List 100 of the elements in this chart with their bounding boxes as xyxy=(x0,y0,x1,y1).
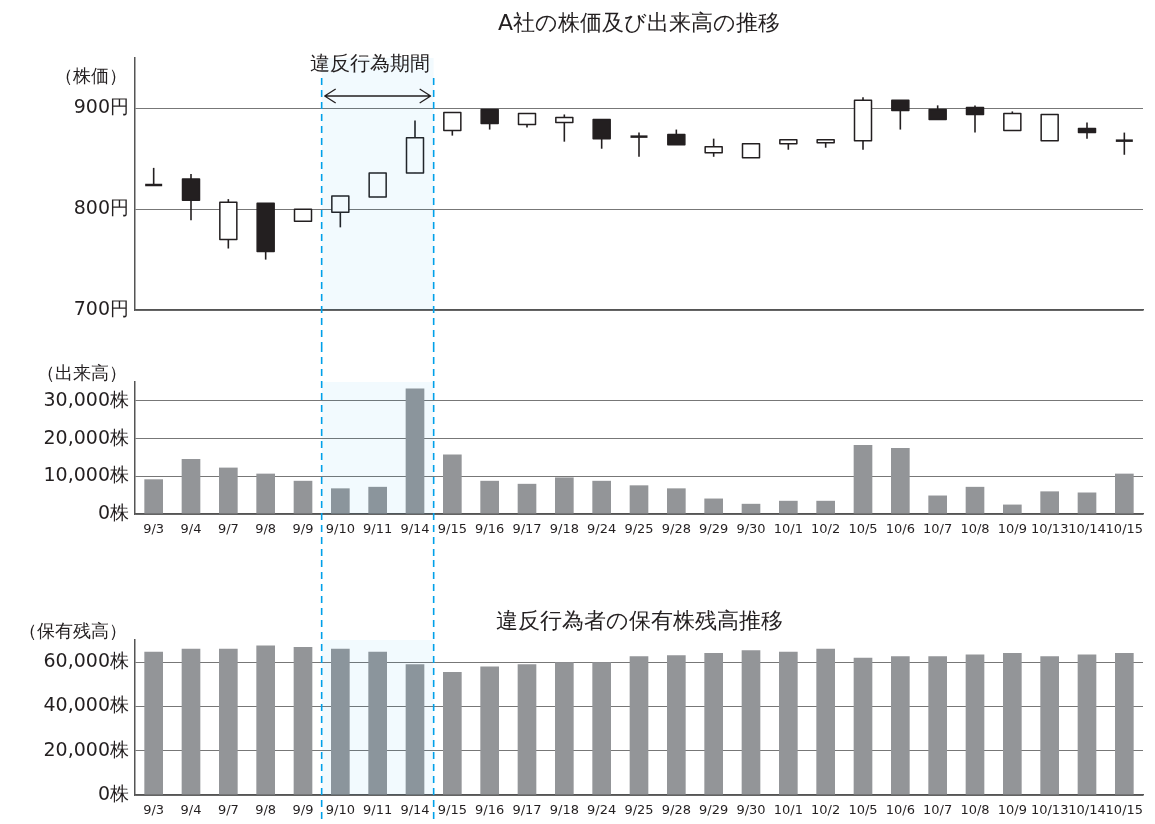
x-tick-label: 10/14 xyxy=(1068,521,1106,537)
bar xyxy=(517,664,537,795)
x-tick-label: 9/25 xyxy=(624,521,654,537)
x-tick-label: 9/28 xyxy=(661,802,691,818)
x-tick-label: 9/14 xyxy=(400,521,430,537)
bar xyxy=(368,651,387,795)
x-tick-label: 9/9 xyxy=(292,802,314,818)
candlestick xyxy=(629,131,649,158)
x-tick-label: 10/5 xyxy=(848,521,878,537)
y-tick-label: 900円 xyxy=(73,95,129,118)
y-tick-label: 20,000株 xyxy=(43,737,129,760)
x-tick-label: 9/4 xyxy=(180,521,202,537)
x-tick-label: 10/15 xyxy=(1105,521,1144,537)
x-tick-label: 9/4 xyxy=(180,802,202,818)
y-tick-label: 30,000株 xyxy=(43,387,129,410)
bar xyxy=(256,645,275,795)
bar xyxy=(704,498,723,514)
x-tick-label: 9/18 xyxy=(549,802,579,818)
x-tick-label: 10/14 xyxy=(1068,802,1106,818)
bar xyxy=(368,486,387,514)
x-tick-label: 9/17 xyxy=(512,521,542,537)
bar xyxy=(331,648,350,795)
bar xyxy=(219,648,238,795)
bar xyxy=(555,477,574,514)
y-tick-label: 700円 xyxy=(73,296,129,319)
x-tick-label: 10/8 xyxy=(960,802,990,818)
y-axis-title: （出来高） xyxy=(37,362,127,383)
x-tick-label: 10/2 xyxy=(811,521,841,537)
bar xyxy=(741,503,761,514)
bar xyxy=(293,647,313,795)
x-tick-label: 10/8 xyxy=(960,521,990,537)
bar xyxy=(555,662,574,795)
x-tick-label: 10/13 xyxy=(1030,802,1069,818)
x-tick-label: 10/6 xyxy=(885,521,915,537)
bar xyxy=(405,388,425,514)
x-tick-label: 9/15 xyxy=(437,521,467,537)
x-tick-label: 9/24 xyxy=(587,802,617,818)
bar xyxy=(816,500,835,514)
bar xyxy=(181,458,201,514)
x-tick-label: 10/9 xyxy=(997,521,1027,537)
x-tick-label: 10/15 xyxy=(1105,802,1144,818)
bar xyxy=(928,495,947,514)
bar xyxy=(779,500,798,514)
chart-title: A社の株価及び出来高の推移 xyxy=(497,10,781,35)
bar xyxy=(517,483,537,514)
bar xyxy=(853,657,873,795)
x-tick-label: 9/10 xyxy=(325,521,355,537)
chart-title: 違反行為者の保有株残高推移 xyxy=(495,608,783,633)
x-tick-label: 9/16 xyxy=(475,521,505,537)
x-tick-label: 9/7 xyxy=(217,521,239,537)
x-tick-label: 10/2 xyxy=(811,802,841,818)
x-tick-label: 9/9 xyxy=(292,521,314,537)
x-tick-label: 10/7 xyxy=(923,521,953,537)
y-tick-label: 40,000株 xyxy=(43,693,129,716)
x-tick-label: 9/7 xyxy=(217,802,239,818)
x-tick-label: 9/29 xyxy=(699,521,729,537)
bar xyxy=(853,444,873,514)
bar xyxy=(816,648,835,795)
bar xyxy=(144,651,163,795)
bar xyxy=(1003,653,1022,795)
x-tick-label: 9/10 xyxy=(325,802,355,818)
y-tick-label: 800円 xyxy=(73,196,129,219)
bar xyxy=(331,488,350,514)
candlestick xyxy=(1114,131,1135,156)
bar xyxy=(592,662,611,795)
x-tick-label: 9/30 xyxy=(736,802,766,818)
y-tick-label: 0株 xyxy=(97,781,129,804)
bar xyxy=(667,655,686,795)
x-tick-label: 9/25 xyxy=(624,802,654,818)
x-tick-label: 10/6 xyxy=(885,802,915,818)
bar xyxy=(891,448,910,514)
bar xyxy=(443,671,462,795)
x-tick-label: 9/29 xyxy=(699,802,729,818)
bar xyxy=(219,467,238,514)
bar xyxy=(965,486,985,514)
y-tick-label: 0株 xyxy=(97,500,129,523)
bar xyxy=(592,480,611,514)
x-tick-label: 9/18 xyxy=(549,521,579,537)
y-axis-title: （株価） xyxy=(55,65,127,86)
x-tick-label: 9/8 xyxy=(255,521,277,537)
x-tick-label: 9/28 xyxy=(661,521,691,537)
bar xyxy=(667,488,686,514)
x-tick-label: 10/1 xyxy=(773,802,803,818)
bar xyxy=(965,654,985,795)
bar xyxy=(1115,473,1134,514)
x-tick-label: 9/3 xyxy=(143,521,165,537)
y-tick-label: 10,000株 xyxy=(43,463,129,486)
bar xyxy=(1115,653,1134,795)
x-tick-label: 10/5 xyxy=(848,802,878,818)
band-label: 違反行為期間 xyxy=(309,51,430,75)
bar xyxy=(1040,656,1059,795)
bar xyxy=(1003,504,1022,514)
bar xyxy=(405,664,425,795)
x-tick-label: 9/15 xyxy=(437,802,467,818)
bar xyxy=(1077,492,1097,514)
bar xyxy=(779,651,798,795)
bar xyxy=(1077,654,1097,795)
y-tick-label: 20,000株 xyxy=(43,425,129,448)
bar xyxy=(256,473,275,514)
bar xyxy=(480,480,499,514)
